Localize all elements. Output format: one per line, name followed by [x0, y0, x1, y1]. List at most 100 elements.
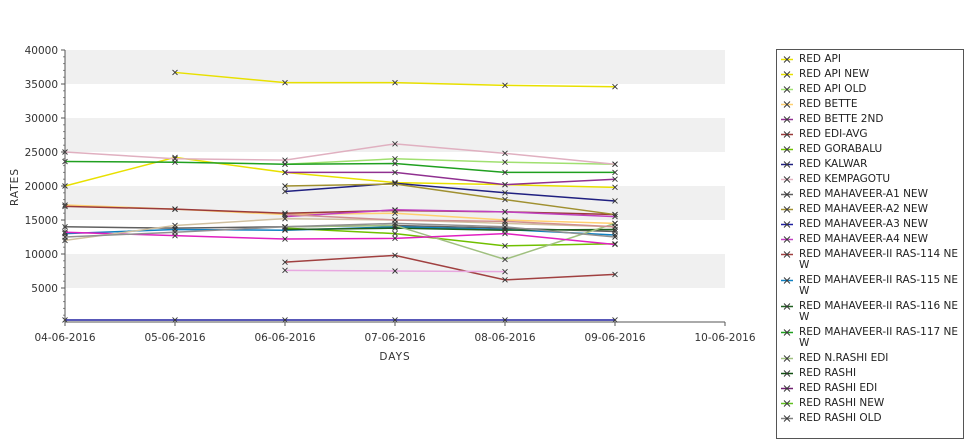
grid-band: [65, 118, 725, 152]
legend-item: RED MAHAVEER-II RAS-114 NEW: [777, 249, 963, 271]
series-line: [285, 171, 616, 186]
legend-label: RED RASHI EDI: [799, 382, 878, 394]
data-point: [502, 230, 508, 237]
series-line: [64, 222, 616, 238]
grid-band: [65, 186, 725, 220]
y-tick-label: 5000: [31, 283, 58, 295]
x-tick-label: 05-06-2016: [144, 332, 205, 344]
legend-label: RED KEMPAGOTU: [799, 173, 891, 185]
legend-marker-icon: [781, 221, 793, 228]
data-point: [392, 169, 398, 176]
series-line: [284, 182, 616, 202]
series-12: [282, 206, 618, 220]
data-point: [502, 256, 508, 263]
y-axis-title: RATES: [9, 168, 21, 206]
legend-marker-icon: [781, 303, 793, 310]
legend-marker-icon: [781, 161, 793, 168]
legend-label: RED KALWAR: [799, 158, 868, 170]
legend-item: RED GORABALU: [777, 144, 963, 155]
series-25: [282, 211, 618, 230]
series-line: [284, 183, 616, 216]
data-point: [392, 160, 398, 167]
legend-item: RED BETTE 2ND: [777, 114, 963, 125]
axes: [64, 50, 725, 323]
series-13: [282, 252, 618, 283]
y-tick-label: 30000: [25, 113, 58, 125]
data-point: [392, 155, 398, 162]
data-point: [502, 196, 508, 203]
line-chart: 500010000150002000025000300003500040000 …: [9, 45, 756, 363]
legend-label: RED RASHI OLD: [799, 412, 882, 424]
legend-marker-icon: [781, 101, 793, 108]
x-axis-ticks: 04-06-2016 05-06-2016 06-06-2016 07-06-2016…: [34, 322, 756, 344]
data-point: [502, 218, 508, 225]
legend-item: RED MAHAVEER-A2 NEW: [777, 204, 963, 215]
grid-bands: [65, 50, 725, 322]
data-point: [282, 215, 288, 222]
y-tick-label: 25000: [25, 147, 58, 159]
data-point: [502, 277, 508, 283]
data-point: [502, 159, 508, 166]
data-point: [392, 252, 398, 259]
data-point: [502, 243, 508, 249]
legend-item: RED RASHI EDI: [777, 383, 963, 394]
data-point: [392, 79, 398, 86]
data-point: [282, 211, 288, 218]
series-line: [284, 222, 616, 261]
legend-marker-icon: [781, 370, 793, 377]
legend-item: RED RASHI NEW: [777, 398, 963, 409]
legend-item: RED MAHAVEER-A4 NEW: [777, 234, 963, 245]
y-tick-label: 40000: [25, 45, 58, 57]
x-tick-label: 06-06-2016: [254, 332, 315, 344]
series-line: [284, 213, 616, 228]
series-line: [284, 227, 616, 247]
legend-item: RED KALWAR: [777, 159, 963, 170]
data-point: [172, 69, 178, 76]
x-tick-label: 08-06-2016: [474, 332, 535, 344]
data-point: [612, 184, 618, 191]
legend-marker-icon: [781, 277, 793, 284]
legend-marker-icon: [781, 329, 793, 336]
legend-marker-icon: [781, 206, 793, 213]
data-point: [172, 229, 178, 236]
x-tick-label: 10-06-2016: [694, 332, 755, 344]
y-tick-label: 20000: [25, 181, 58, 193]
legend-marker-icon: [781, 400, 793, 407]
grid-band: [65, 152, 725, 186]
legend-label: RED N.RASHI EDI: [799, 352, 889, 364]
legend-label: RED API: [799, 53, 841, 65]
data-point: [502, 150, 508, 157]
data-point: [282, 79, 288, 86]
data-point: [612, 241, 618, 248]
grid-band: [65, 84, 725, 118]
data-point: [612, 223, 618, 230]
legend-item: RED API NEW: [777, 69, 963, 80]
legend-item: RED EDI-AVG: [777, 129, 963, 140]
data-point: [282, 259, 288, 265]
series-0: [172, 69, 618, 90]
series-line: [64, 231, 616, 246]
legend-label: RED API OLD: [799, 83, 867, 95]
data-point: [612, 234, 618, 240]
legend-marker-icon: [781, 236, 793, 243]
series-lines: [62, 69, 618, 323]
legend-marker-icon: [781, 86, 793, 93]
legend-label: RED RASHI: [799, 367, 857, 379]
legend-item: RED API: [777, 54, 963, 65]
data-point: [392, 141, 398, 147]
x-tick-label: 04-06-2016: [34, 332, 95, 344]
legend-label: RED GORABALU: [799, 143, 883, 155]
series-line: [64, 217, 616, 242]
legend-label: RED MAHAVEER-II RAS-115 NEW: [799, 274, 959, 297]
legend-label: RED MAHAVEER-A2 NEW: [799, 203, 928, 215]
legend-marker-icon: [781, 355, 793, 362]
legend-item: RED MAHAVEER-II RAS-116 NEW: [777, 301, 963, 323]
legend-marker-icon: [781, 71, 793, 78]
legend-item: RED RASHI: [777, 368, 963, 379]
x-tick-label: 07-06-2016: [364, 332, 425, 344]
series-22: [62, 229, 618, 248]
data-point: [392, 181, 398, 187]
data-point: [502, 209, 508, 215]
data-point: [612, 161, 618, 168]
data-point: [282, 223, 288, 230]
